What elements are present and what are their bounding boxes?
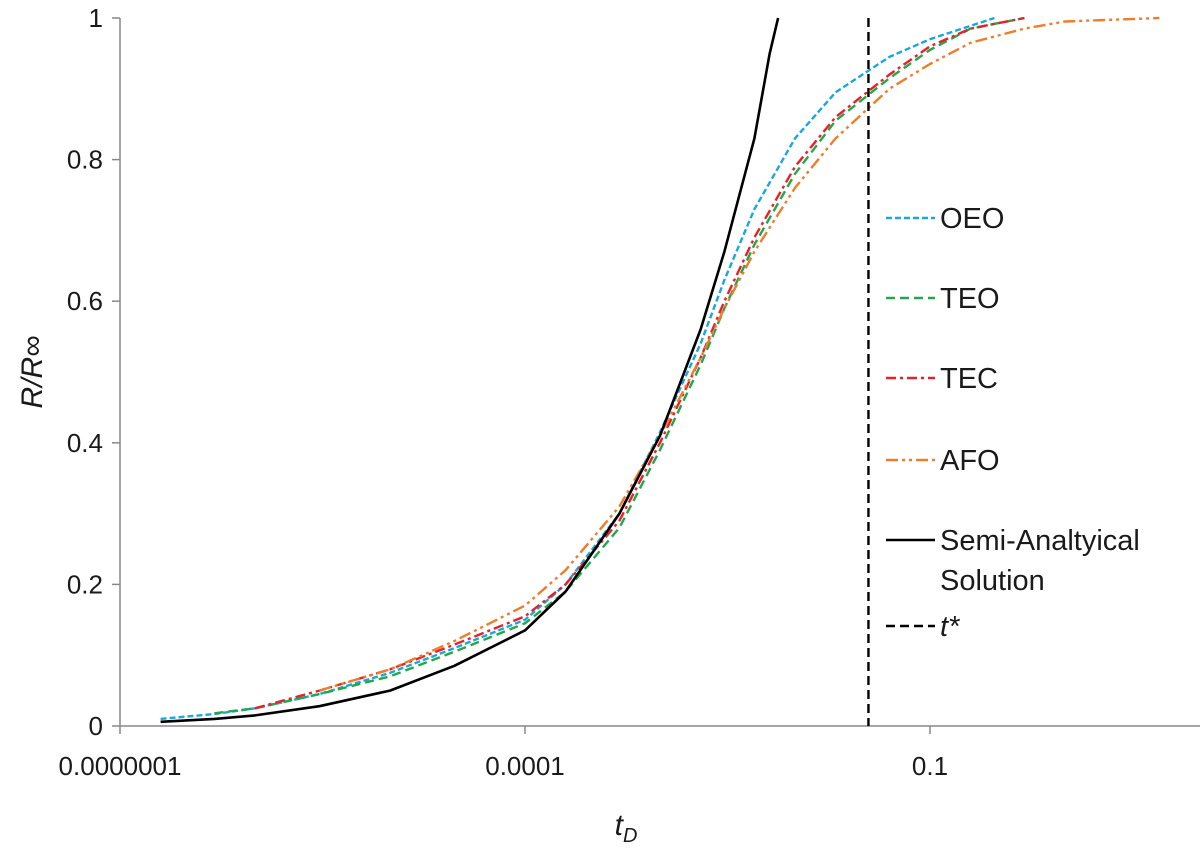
x-tick-label: 0.1 — [912, 751, 948, 781]
y-tick-label: 0.6 — [67, 286, 103, 316]
series-line-afo — [319, 16, 1160, 692]
x-tick-label: 0.0000001 — [59, 751, 182, 781]
y-tick-label: 0.4 — [67, 428, 103, 458]
x-axis-title-main: t — [615, 809, 625, 842]
y-ticks: 0 0.2 0.4 0.6 0.8 1 — [67, 3, 120, 741]
x-ticks: 0.0000001 0.0001 0.1 — [59, 726, 948, 781]
axes — [119, 18, 1200, 727]
series-line-semi-analtyical-solution — [160, 17, 780, 724]
series-line-teo — [214, 16, 1025, 715]
legend: OEO TEO TEC AFO Semi-Analtyical Solution t* — [886, 203, 1140, 643]
legend-label: t* — [940, 611, 961, 643]
x-axis-title: tD — [615, 809, 638, 847]
y-tick-label: 0 — [89, 711, 103, 741]
y-tick-label: 0.8 — [67, 145, 103, 175]
series-layer — [160, 16, 1160, 724]
legend-label: Semi-Analtyical Solution — [940, 525, 1140, 597]
y-tick-label: 0.2 — [67, 569, 103, 599]
series-line-tec — [254, 16, 1025, 710]
legend-label: TEC — [940, 363, 998, 395]
x-axis-title-sub: D — [623, 825, 637, 847]
legend-label: AFO — [940, 445, 1000, 477]
y-tick-label: 1 — [89, 3, 103, 33]
legend-label: TEO — [940, 283, 1000, 315]
legend-label: OEO — [940, 203, 1004, 235]
y-axis-title: R/R∞ — [16, 335, 49, 408]
x-tick-label: 0.0001 — [485, 751, 565, 781]
